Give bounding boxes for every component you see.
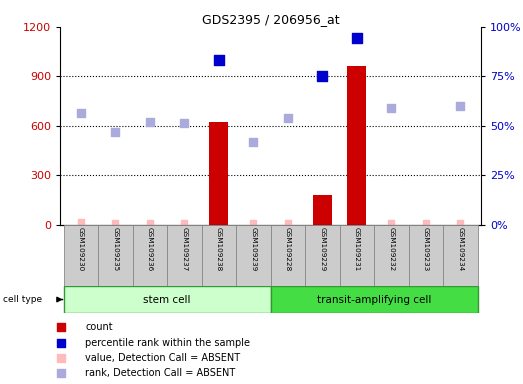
Bar [313,195,332,225]
Text: GSM109232: GSM109232 [389,227,394,271]
Text: rank, Detection Call = ABSENT: rank, Detection Call = ABSENT [85,368,235,378]
Point [180,220,189,227]
Point [456,103,464,109]
Point [249,139,258,145]
Bar [271,225,305,286]
Bar [347,66,367,225]
Point [387,104,395,111]
Point [215,57,223,63]
Point [180,120,189,126]
Bar [236,225,271,286]
Point [318,73,326,79]
Point [422,220,430,227]
Point [283,220,292,227]
Text: cell type: cell type [3,295,42,304]
Bar [64,225,98,286]
Bar [202,225,236,286]
Point [57,324,65,330]
Bar [133,225,167,286]
Text: transit-amplifying cell: transit-amplifying cell [317,295,431,305]
Point [353,35,361,41]
Bar [209,122,229,225]
Bar [98,225,133,286]
Bar [443,225,477,286]
Point [387,220,395,227]
Point [77,109,85,116]
Text: GSM109235: GSM109235 [112,227,118,271]
Point [283,114,292,121]
Text: count: count [85,322,113,332]
Point [57,370,65,376]
Point [146,220,154,227]
Bar [271,286,477,313]
Text: GSM109229: GSM109229 [320,227,325,271]
Bar [339,225,374,286]
Text: GSM109238: GSM109238 [216,227,222,271]
Point [146,119,154,126]
Text: GSM109231: GSM109231 [354,227,360,271]
Text: GSM109239: GSM109239 [251,227,256,271]
Text: stem cell: stem cell [143,295,191,305]
Point [456,220,464,227]
Point [249,220,258,227]
Text: percentile rank within the sample: percentile rank within the sample [85,338,250,348]
Text: GSM109228: GSM109228 [285,227,291,271]
Text: value, Detection Call = ABSENT: value, Detection Call = ABSENT [85,353,240,363]
Bar [408,225,443,286]
Point [77,219,85,225]
Title: GDS2395 / 206956_at: GDS2395 / 206956_at [202,13,339,26]
Text: GSM109237: GSM109237 [181,227,187,271]
Text: GSM109233: GSM109233 [423,227,429,271]
Bar [374,225,408,286]
Point [111,220,120,227]
Bar [167,225,202,286]
Point [57,339,65,346]
Bar [64,286,271,313]
Point [111,129,120,135]
Bar [305,225,339,286]
Text: GSM109236: GSM109236 [147,227,153,271]
Text: GSM109234: GSM109234 [458,227,463,271]
Text: GSM109230: GSM109230 [78,227,84,271]
Point [57,355,65,361]
